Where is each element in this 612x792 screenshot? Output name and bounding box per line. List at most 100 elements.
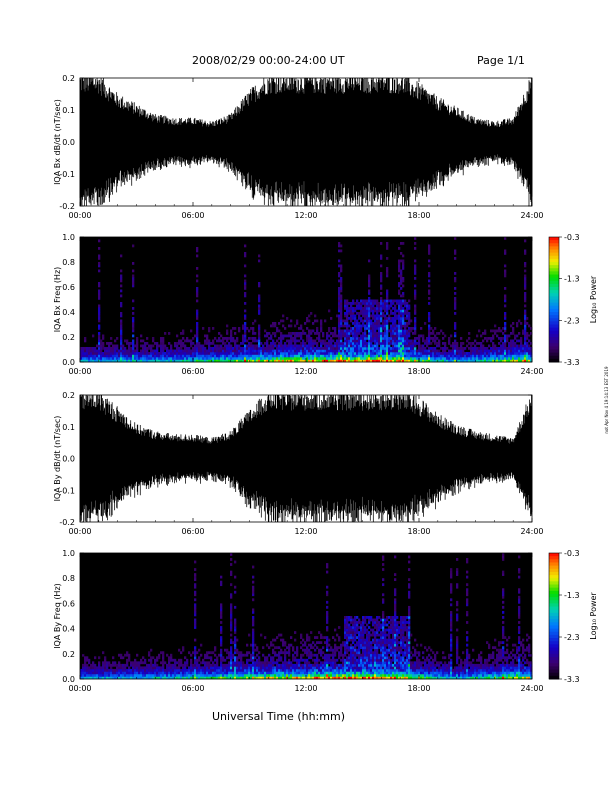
spectrogram-cell	[196, 314, 199, 318]
spectrogram-cell	[130, 661, 133, 665]
spectrogram-cell	[194, 359, 197, 363]
spectrogram-cell	[272, 638, 275, 642]
spectrogram-cell	[454, 339, 457, 343]
spectrogram-cell	[102, 334, 105, 338]
spectrogram-cell	[86, 349, 89, 353]
spectrogram-cell	[254, 354, 257, 358]
spectrogram-cell	[282, 337, 285, 340]
spectrogram-cell	[234, 349, 237, 353]
spectrogram-cell	[372, 309, 375, 313]
spectrogram-cell	[292, 676, 295, 680]
spectrogram-cell	[314, 319, 317, 323]
spectrogram-cell	[370, 633, 373, 637]
spectrogram-cell	[132, 269, 135, 273]
spectrogram-cell	[230, 671, 233, 675]
spectrogram-cell	[364, 631, 367, 634]
spectrogram-cell	[258, 254, 261, 258]
spectrogram-cell	[380, 344, 383, 348]
spectrogram-cell	[206, 666, 209, 670]
spectrogram-cell	[156, 359, 159, 363]
spectrogram-cell	[174, 676, 177, 680]
spectrogram-cell	[352, 309, 355, 313]
spectrogram-cell	[396, 327, 399, 330]
spectrogram-cell	[372, 646, 375, 650]
spectrogram-cell	[280, 319, 283, 323]
spectrogram-cell	[340, 337, 343, 340]
spectrogram-cell	[268, 347, 271, 350]
spectrogram-cell	[220, 671, 223, 675]
spectrogram-cell	[372, 666, 375, 670]
spectrogram-cell	[524, 332, 527, 335]
spectrogram-cell	[384, 663, 387, 667]
spectrogram-cell	[332, 663, 335, 667]
spectrogram-cell	[172, 359, 175, 363]
spectrogram-cell	[358, 352, 361, 355]
spectrogram-cell	[174, 344, 177, 348]
spectrogram-cell	[382, 656, 385, 660]
spectrogram-cell	[176, 357, 179, 360]
spectrogram-cell	[374, 357, 377, 360]
spectrogram-cell	[152, 656, 155, 660]
spectrogram-cell	[374, 621, 377, 624]
spectrogram-cell	[400, 352, 403, 355]
spectrogram-cell	[220, 334, 223, 338]
spectrogram-cell	[350, 337, 353, 340]
spectrogram-cell	[170, 671, 173, 675]
spectrogram-cell	[392, 643, 395, 647]
spectrogram-cell	[212, 673, 215, 677]
spectrogram-cell	[110, 357, 113, 360]
spectrogram-cell	[372, 349, 375, 353]
spectrogram-cell	[86, 663, 89, 667]
spectrogram-cell	[136, 663, 139, 667]
spectrogram-cell	[100, 347, 103, 350]
spectrogram-cell	[214, 646, 217, 650]
spectrogram-cell	[382, 628, 385, 632]
spectrogram-cell	[220, 638, 223, 642]
spectrogram-cell	[344, 334, 347, 338]
spectrogram-cell	[310, 329, 313, 333]
spectrogram-cell	[292, 359, 295, 363]
spectrogram-cell	[238, 661, 241, 665]
spectrogram-cell	[402, 342, 405, 345]
spectrogram-cell	[372, 638, 375, 642]
spectrogram-cell	[322, 339, 325, 343]
spectrogram-cell	[158, 671, 161, 675]
spectrogram-cell	[512, 322, 515, 325]
spectrogram-cell	[358, 638, 361, 642]
spectrogram-cell	[326, 610, 329, 614]
spectrogram-cell	[348, 623, 351, 627]
spectrogram-cell	[524, 329, 527, 333]
spectrogram-cell	[454, 359, 457, 363]
spectrogram-cell	[250, 676, 253, 680]
spectrogram-cell	[370, 309, 373, 313]
spectrogram-cell	[404, 357, 407, 360]
spectrogram-cell	[374, 623, 377, 627]
spectrogram-cell	[386, 359, 389, 363]
spectrogram-cell	[136, 347, 139, 350]
spectrogram-cell	[370, 332, 373, 335]
spectrogram-cell	[90, 354, 93, 358]
spectrogram-cell	[430, 327, 433, 330]
spectrogram-cell	[408, 327, 411, 330]
spectrogram-cell	[132, 312, 135, 315]
spectrogram-cell	[386, 638, 389, 642]
spectrogram-cell	[294, 347, 297, 350]
spectrogram-cell	[272, 322, 275, 325]
spectrogram-cell	[416, 342, 419, 345]
spectrogram-cell	[270, 641, 273, 645]
spectrogram-cell	[252, 593, 255, 597]
spectrogram-cell	[146, 352, 149, 355]
spectrogram-cell	[488, 337, 491, 340]
spectrogram-cell	[374, 347, 377, 350]
spectrogram-cell	[338, 342, 341, 345]
spectrogram-cell	[340, 347, 343, 350]
spectrogram-cell	[422, 339, 425, 343]
spectrogram-cell	[496, 359, 499, 363]
spectrogram-cell	[86, 347, 89, 350]
spectrogram-cell	[392, 342, 395, 345]
spectrogram-cell	[372, 354, 375, 358]
spectrogram-cell	[250, 349, 253, 353]
spectrogram-cell	[480, 354, 483, 358]
spectrogram-cell	[504, 324, 507, 328]
spectrogram-cell	[312, 676, 315, 680]
